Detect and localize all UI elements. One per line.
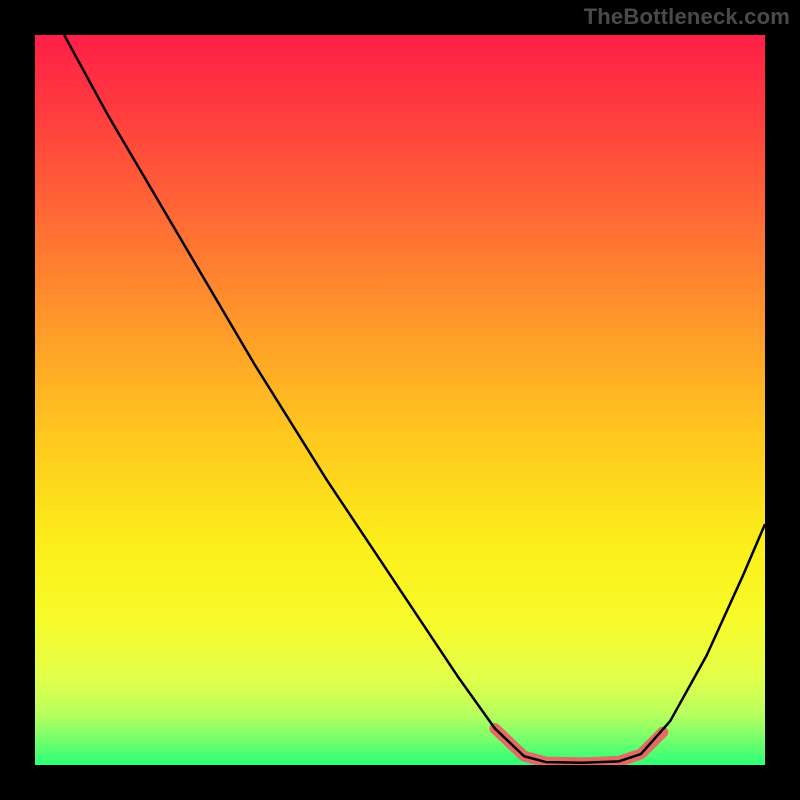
- canvas: TheBottleneck.com: [0, 0, 800, 800]
- bottleneck-chart: [35, 35, 765, 765]
- watermark-text: TheBottleneck.com: [584, 4, 790, 30]
- chart-svg: [35, 35, 765, 765]
- chart-background: [35, 35, 765, 765]
